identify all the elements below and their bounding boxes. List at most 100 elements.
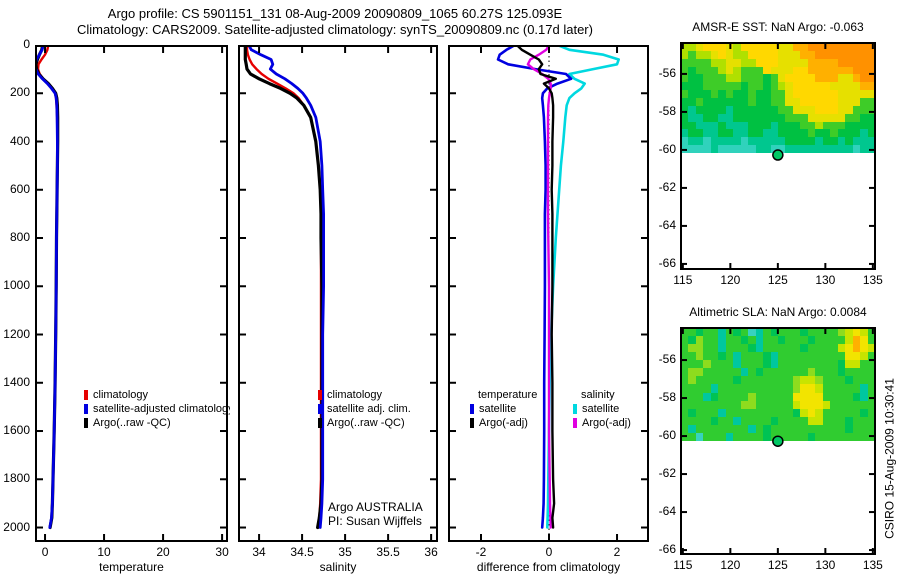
heatmap-cell [748,82,756,91]
heatmap-cell [748,98,756,106]
heatmap-cell [703,121,711,130]
heatmap-cell [777,98,786,106]
heatmap-cell [777,121,786,130]
heatmap-cell [815,121,823,130]
heatmap-cell [748,416,756,425]
heatmap-cell [725,384,734,393]
heatmap-cell [770,416,778,425]
heatmap-cell [710,50,719,59]
heatmap-cell [763,137,771,146]
legend-label: climatology [327,389,383,401]
heatmap-cell [777,424,786,433]
heatmap-cell [815,416,823,425]
heatmap-cell [815,344,823,353]
csiro-timestamp: CSIRO 15-Aug-2009 10:30:41 [882,378,897,539]
heatmap-cell [718,113,726,122]
heatmap-cell [688,58,696,67]
heatmap-cell [725,137,734,146]
heatmap-cell [807,336,816,345]
heatmap-cell [710,392,719,401]
heatmap-cell [733,145,741,153]
heatmap-cell [815,392,823,401]
heatmap-cell [845,328,853,337]
heatmap-cell [815,376,823,385]
heatmap-cell [718,50,726,59]
heatmap-cell [733,137,741,146]
heatmap-cell [695,58,704,67]
heatmap-cell [733,129,741,138]
heatmap-cell [688,328,696,337]
heatmap-cell [688,416,696,425]
heatmap-cell [852,74,861,83]
heatmap-cell [748,376,756,385]
heatmap-cell [763,74,771,83]
heatmap-cell [681,90,689,98]
heatmap-cell [755,74,764,83]
heatmap-cell [733,384,741,393]
heatmap-cell [763,400,771,409]
heatmap-cell [740,352,749,361]
heatmap-cell [725,352,734,361]
heatmap-cell [748,58,756,67]
heatmap-cell [830,43,838,51]
heatmap-cell [748,424,756,433]
heatmap-cell [860,328,868,337]
heatmap-cell [695,50,704,59]
heatmap-cell [770,145,778,153]
heatmap-cell [755,400,764,409]
heatmap-cell [755,58,764,67]
heatmap-cell [681,82,689,91]
heatmap-cell [763,432,771,441]
heatmap-cell [755,352,764,361]
heatmap-cell [830,66,838,75]
x-tick-label: 34.5 [290,545,314,559]
heatmap-cell [703,384,711,393]
heatmap-cell [860,424,868,433]
heatmap-cell [725,408,734,417]
map-y-tick-label: -56 [658,352,676,367]
heatmap-cell [740,400,749,409]
heatmap-cell [792,376,801,385]
heatmap-cell [867,58,875,67]
heatmap-cell [755,416,764,425]
heatmap-cell [695,90,704,98]
legend-item: Argo(..raw -QC) [84,417,230,431]
heatmap-cell [830,384,838,393]
heatmap-cell [837,113,846,122]
x-tick-label: 34 [252,545,266,559]
heatmap-cell [770,384,778,393]
heatmap-cell [777,328,786,337]
heatmap-cell [867,74,875,83]
heatmap-cell [755,360,764,369]
legend-label: Argo(-adj) [479,417,528,429]
legend-group-header: temperature [478,389,538,401]
heatmap-cell [725,400,734,409]
heatmap-cell [785,408,793,417]
heatmap-cell [807,113,816,122]
heatmap-cell [860,432,868,441]
heatmap-cell [852,384,861,393]
heatmap-cell [792,74,801,83]
heatmap-cell [867,392,875,401]
heatmap-cell [792,121,801,130]
heatmap-cell [718,137,726,146]
heatmap-cell [755,50,764,59]
heatmap-cell [845,384,853,393]
heatmap-cell [770,113,778,122]
map-x-tick-label: 120 [720,558,741,572]
legend-label: satellite adj. clim. [327,403,411,415]
heatmap-cell [763,98,771,106]
heatmap-cell [800,424,808,433]
heatmap-cell [785,50,793,59]
heatmap-cell [785,392,793,401]
heatmap-cell [688,113,696,122]
heatmap-cell [710,384,719,393]
heatmap-cell [763,384,771,393]
heatmap-cell [785,74,793,83]
heatmap-cell [755,129,764,138]
heatmap-cell [725,50,734,59]
heatmap-cell [792,352,801,361]
heatmap-cell [710,336,719,345]
heatmap-cell [718,58,726,67]
heatmap-cell [733,113,741,122]
